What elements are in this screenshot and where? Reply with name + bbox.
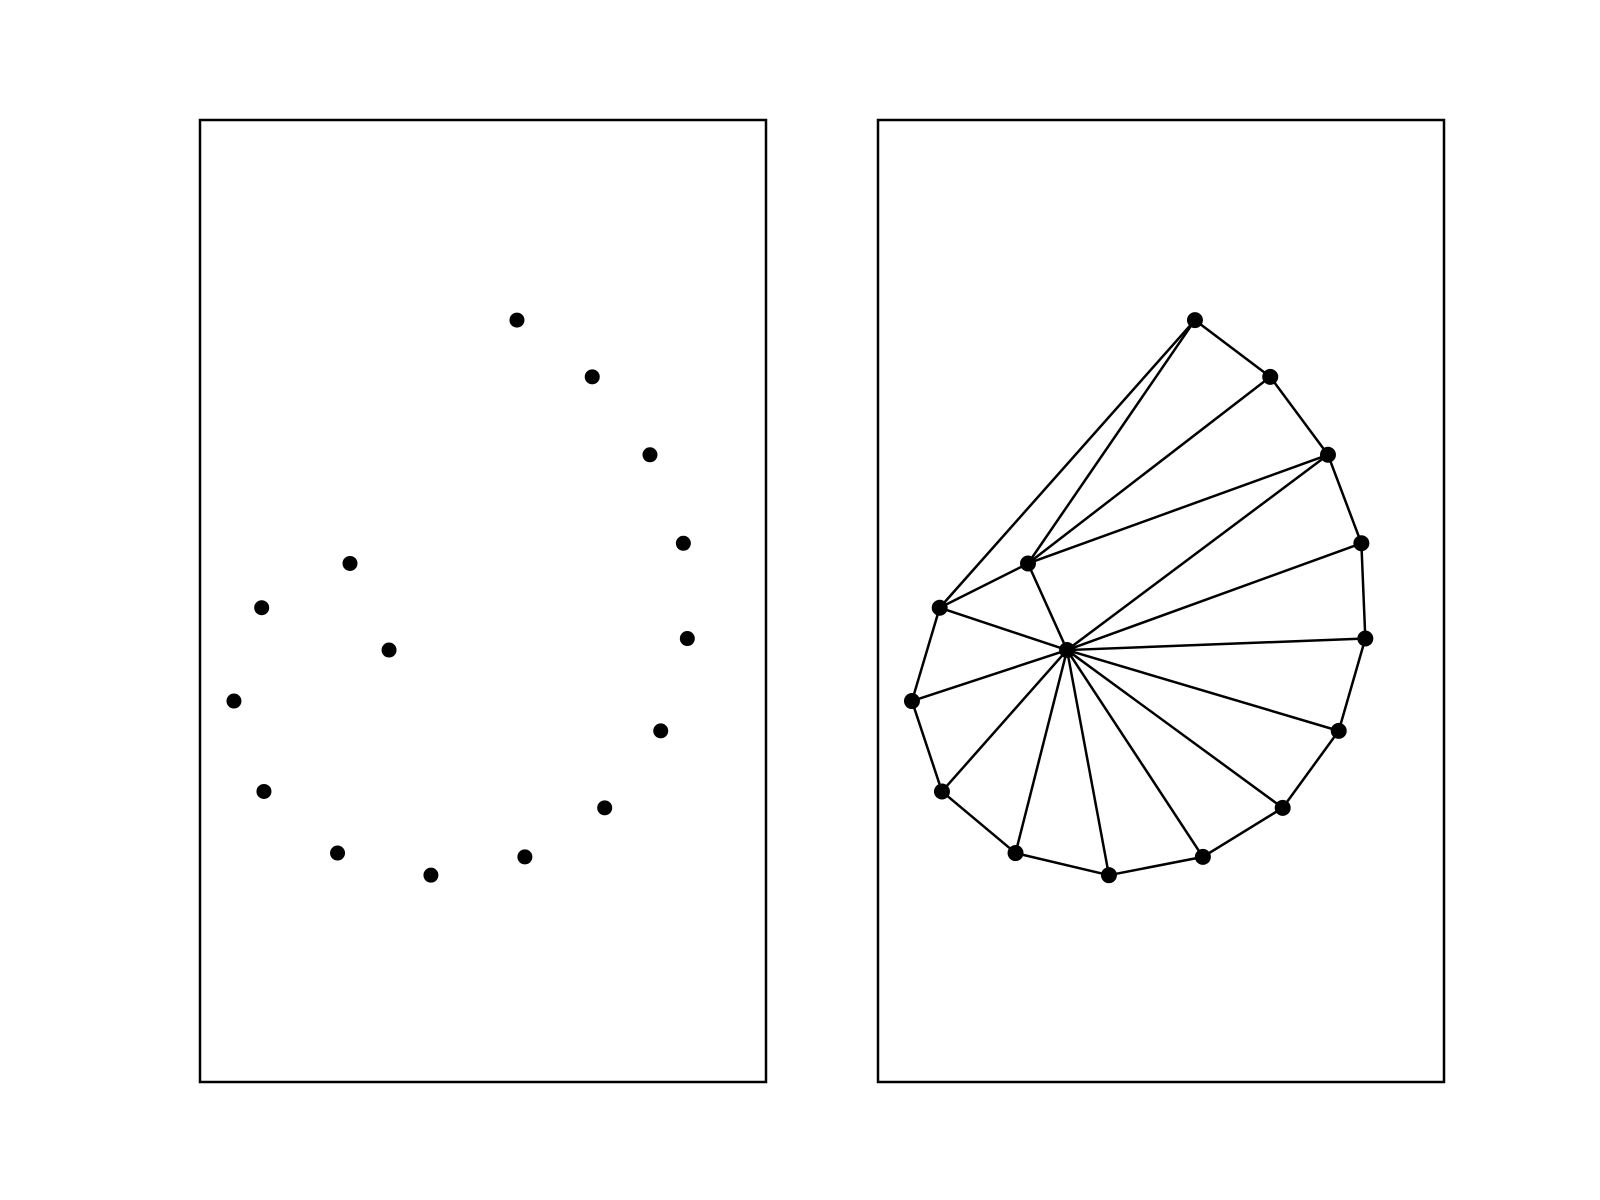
edge-p13-p1	[1027, 375, 1272, 565]
point-p12	[254, 600, 270, 616]
edge-p0-p1	[1194, 319, 1271, 378]
point-p8	[1100, 867, 1117, 884]
point-p10	[256, 783, 272, 799]
edge-p8-p9	[1015, 851, 1110, 877]
point-p6	[1274, 799, 1291, 816]
edge-p14-p7	[1065, 649, 1204, 858]
point-p4	[1357, 630, 1374, 647]
point-p0	[509, 312, 525, 328]
panel-frame	[876, 118, 1446, 1084]
edge-p12-p13	[939, 562, 1029, 609]
panel-frame	[198, 118, 768, 1084]
edge-p14-p10	[941, 649, 1068, 793]
point-p12	[931, 599, 948, 616]
edge-p2-p3	[1326, 454, 1363, 544]
points-layer	[226, 312, 695, 883]
point-p11	[903, 693, 920, 710]
point-p1	[584, 369, 600, 385]
edge-p14-p4	[1066, 637, 1366, 652]
point-p5	[653, 723, 669, 739]
point-p2	[1319, 446, 1336, 463]
panel-points-only	[198, 118, 768, 1084]
point-p9	[1007, 845, 1024, 862]
edge-p14-p2	[1066, 453, 1329, 652]
edge-p11-p12	[910, 607, 941, 702]
point-p2	[642, 447, 658, 463]
edge-p13-p14	[1026, 562, 1069, 651]
edges-layer	[910, 319, 1367, 877]
point-p3	[1353, 535, 1370, 552]
point-p14	[381, 642, 397, 658]
point-p9	[330, 845, 346, 861]
edge-p14-p11	[911, 648, 1068, 703]
edge-p13-p2	[1027, 453, 1329, 565]
point-p6	[597, 800, 613, 816]
edge-p14-p3	[1066, 542, 1362, 652]
point-p0	[1186, 312, 1203, 329]
point-p10	[933, 783, 950, 800]
point-p3	[675, 535, 691, 551]
point-p1	[1262, 368, 1279, 385]
edge-p9-p10	[941, 790, 1017, 855]
edge-p12-p0	[938, 319, 1196, 609]
point-p4	[679, 631, 695, 647]
points-layer	[903, 312, 1374, 884]
edge-p14-p5	[1066, 648, 1340, 733]
edge-p7-p8	[1108, 855, 1204, 877]
point-p7	[1194, 848, 1211, 865]
edge-p3-p4	[1360, 543, 1367, 639]
point-p13	[1019, 555, 1036, 572]
panel-triangulation	[876, 118, 1446, 1084]
edge-p14-p12	[939, 606, 1068, 652]
edge-p5-p6	[1281, 730, 1340, 809]
point-p7	[517, 849, 533, 865]
edge-p14-p9	[1014, 649, 1069, 854]
edge-p13-p0	[1026, 319, 1196, 565]
edge-p14-p8	[1065, 649, 1111, 876]
point-p14	[1059, 642, 1076, 659]
edge-p4-p5	[1337, 638, 1367, 732]
edge-p1-p2	[1269, 376, 1329, 456]
point-p13	[342, 555, 358, 571]
edge-p14-p6	[1066, 649, 1284, 809]
edge-p10-p11	[910, 700, 944, 792]
point-p11	[226, 693, 242, 709]
point-p5	[1330, 722, 1347, 739]
point-p8	[423, 867, 439, 883]
edge-p6-p7	[1202, 806, 1284, 858]
